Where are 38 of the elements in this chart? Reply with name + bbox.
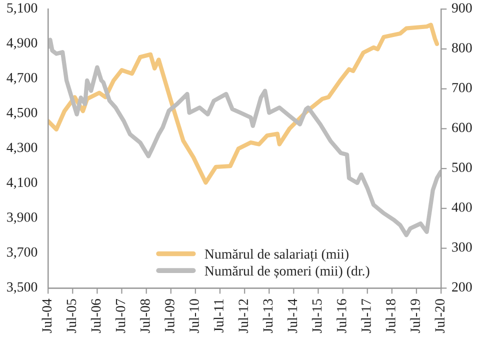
- x-tick-label: Jul-06: [90, 298, 101, 333]
- line-series: [48, 38, 442, 238]
- x-tick-label: Jul-04: [42, 298, 52, 333]
- x-tick-label: Jul-10: [189, 299, 199, 333]
- x-tick-label: Jul-20: [434, 299, 445, 333]
- x-tick-label: Jul-16: [336, 298, 346, 333]
- x-tick-label: Jul-09: [164, 299, 174, 333]
- y-tick-label: 3,900: [7, 212, 38, 224]
- legend-label: Numărul de salariați (mii): [204, 248, 348, 262]
- y2-tick-label: 300: [452, 242, 472, 252]
- y-tick-label: 4,900: [6, 38, 38, 50]
- x-tick-label: Jul-07: [115, 298, 126, 333]
- x-tick-label: Jul-12: [238, 299, 248, 333]
- x-tick-label: Jul-05: [66, 299, 76, 333]
- x-tick-label: Jul-17: [361, 298, 371, 333]
- x-tick-label: Jul-18: [386, 299, 396, 333]
- x-tick-label: Jul-13: [262, 299, 273, 333]
- y-tick-label: 5,100: [7, 3, 38, 15]
- x-tick-label: Jul-14: [287, 298, 298, 333]
- y-tick-label: 4,500: [6, 108, 38, 120]
- y2-tick-label: 400: [452, 202, 472, 212]
- y-tick-label: 4,300: [6, 142, 38, 154]
- y2-tick-label: 700: [452, 82, 472, 92]
- y2-tick-label: 200: [452, 282, 472, 292]
- y2-tick-label: 900: [452, 3, 472, 13]
- x-tick-label: Jul-19: [410, 299, 420, 333]
- y2-tick-label: 600: [452, 122, 472, 132]
- x-tick-label: Jul-08: [140, 299, 150, 333]
- x-tick-label: Jul-15: [312, 299, 322, 333]
- legend-label: Numărul de șomeri (mii) (dr.): [204, 266, 370, 278]
- y-tick-label: 3,500: [7, 282, 38, 294]
- y2-tick-label: 800: [452, 43, 472, 52]
- y-tick-label: 3,700: [7, 247, 38, 259]
- x-tick-label: Jul-11: [214, 299, 224, 332]
- y-tick-label: 4,700: [6, 72, 38, 84]
- y-tick-label: 4,100: [6, 178, 38, 189]
- y2-tick-label: 500: [452, 162, 472, 172]
- line-series: [48, 22, 440, 185]
